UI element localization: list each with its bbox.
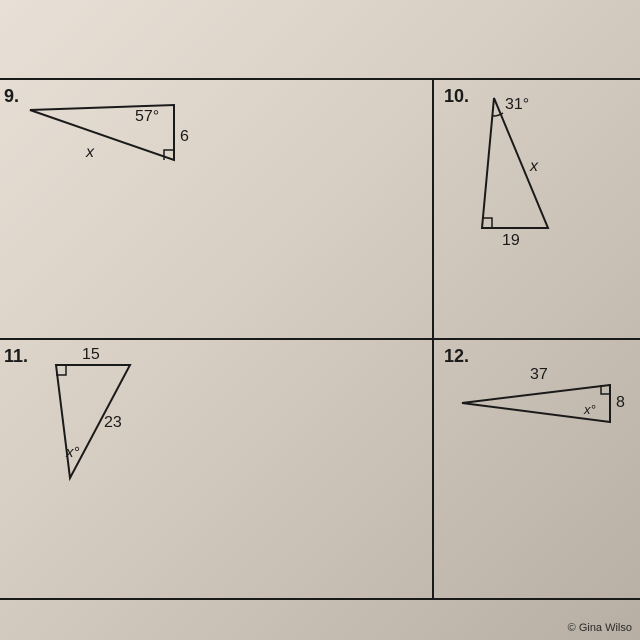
p12-angle-x: x°: [584, 402, 596, 417]
worksheet-page: 9. 57° 6 x 10. 31° x 19 11. 15 23 x° 12.…: [0, 0, 640, 640]
p12-side-8: 8: [616, 394, 625, 412]
copyright-text: © Gina Wilso: [568, 622, 632, 634]
problem-12-triangle: [0, 0, 640, 640]
p12-side-37: 37: [530, 366, 548, 384]
